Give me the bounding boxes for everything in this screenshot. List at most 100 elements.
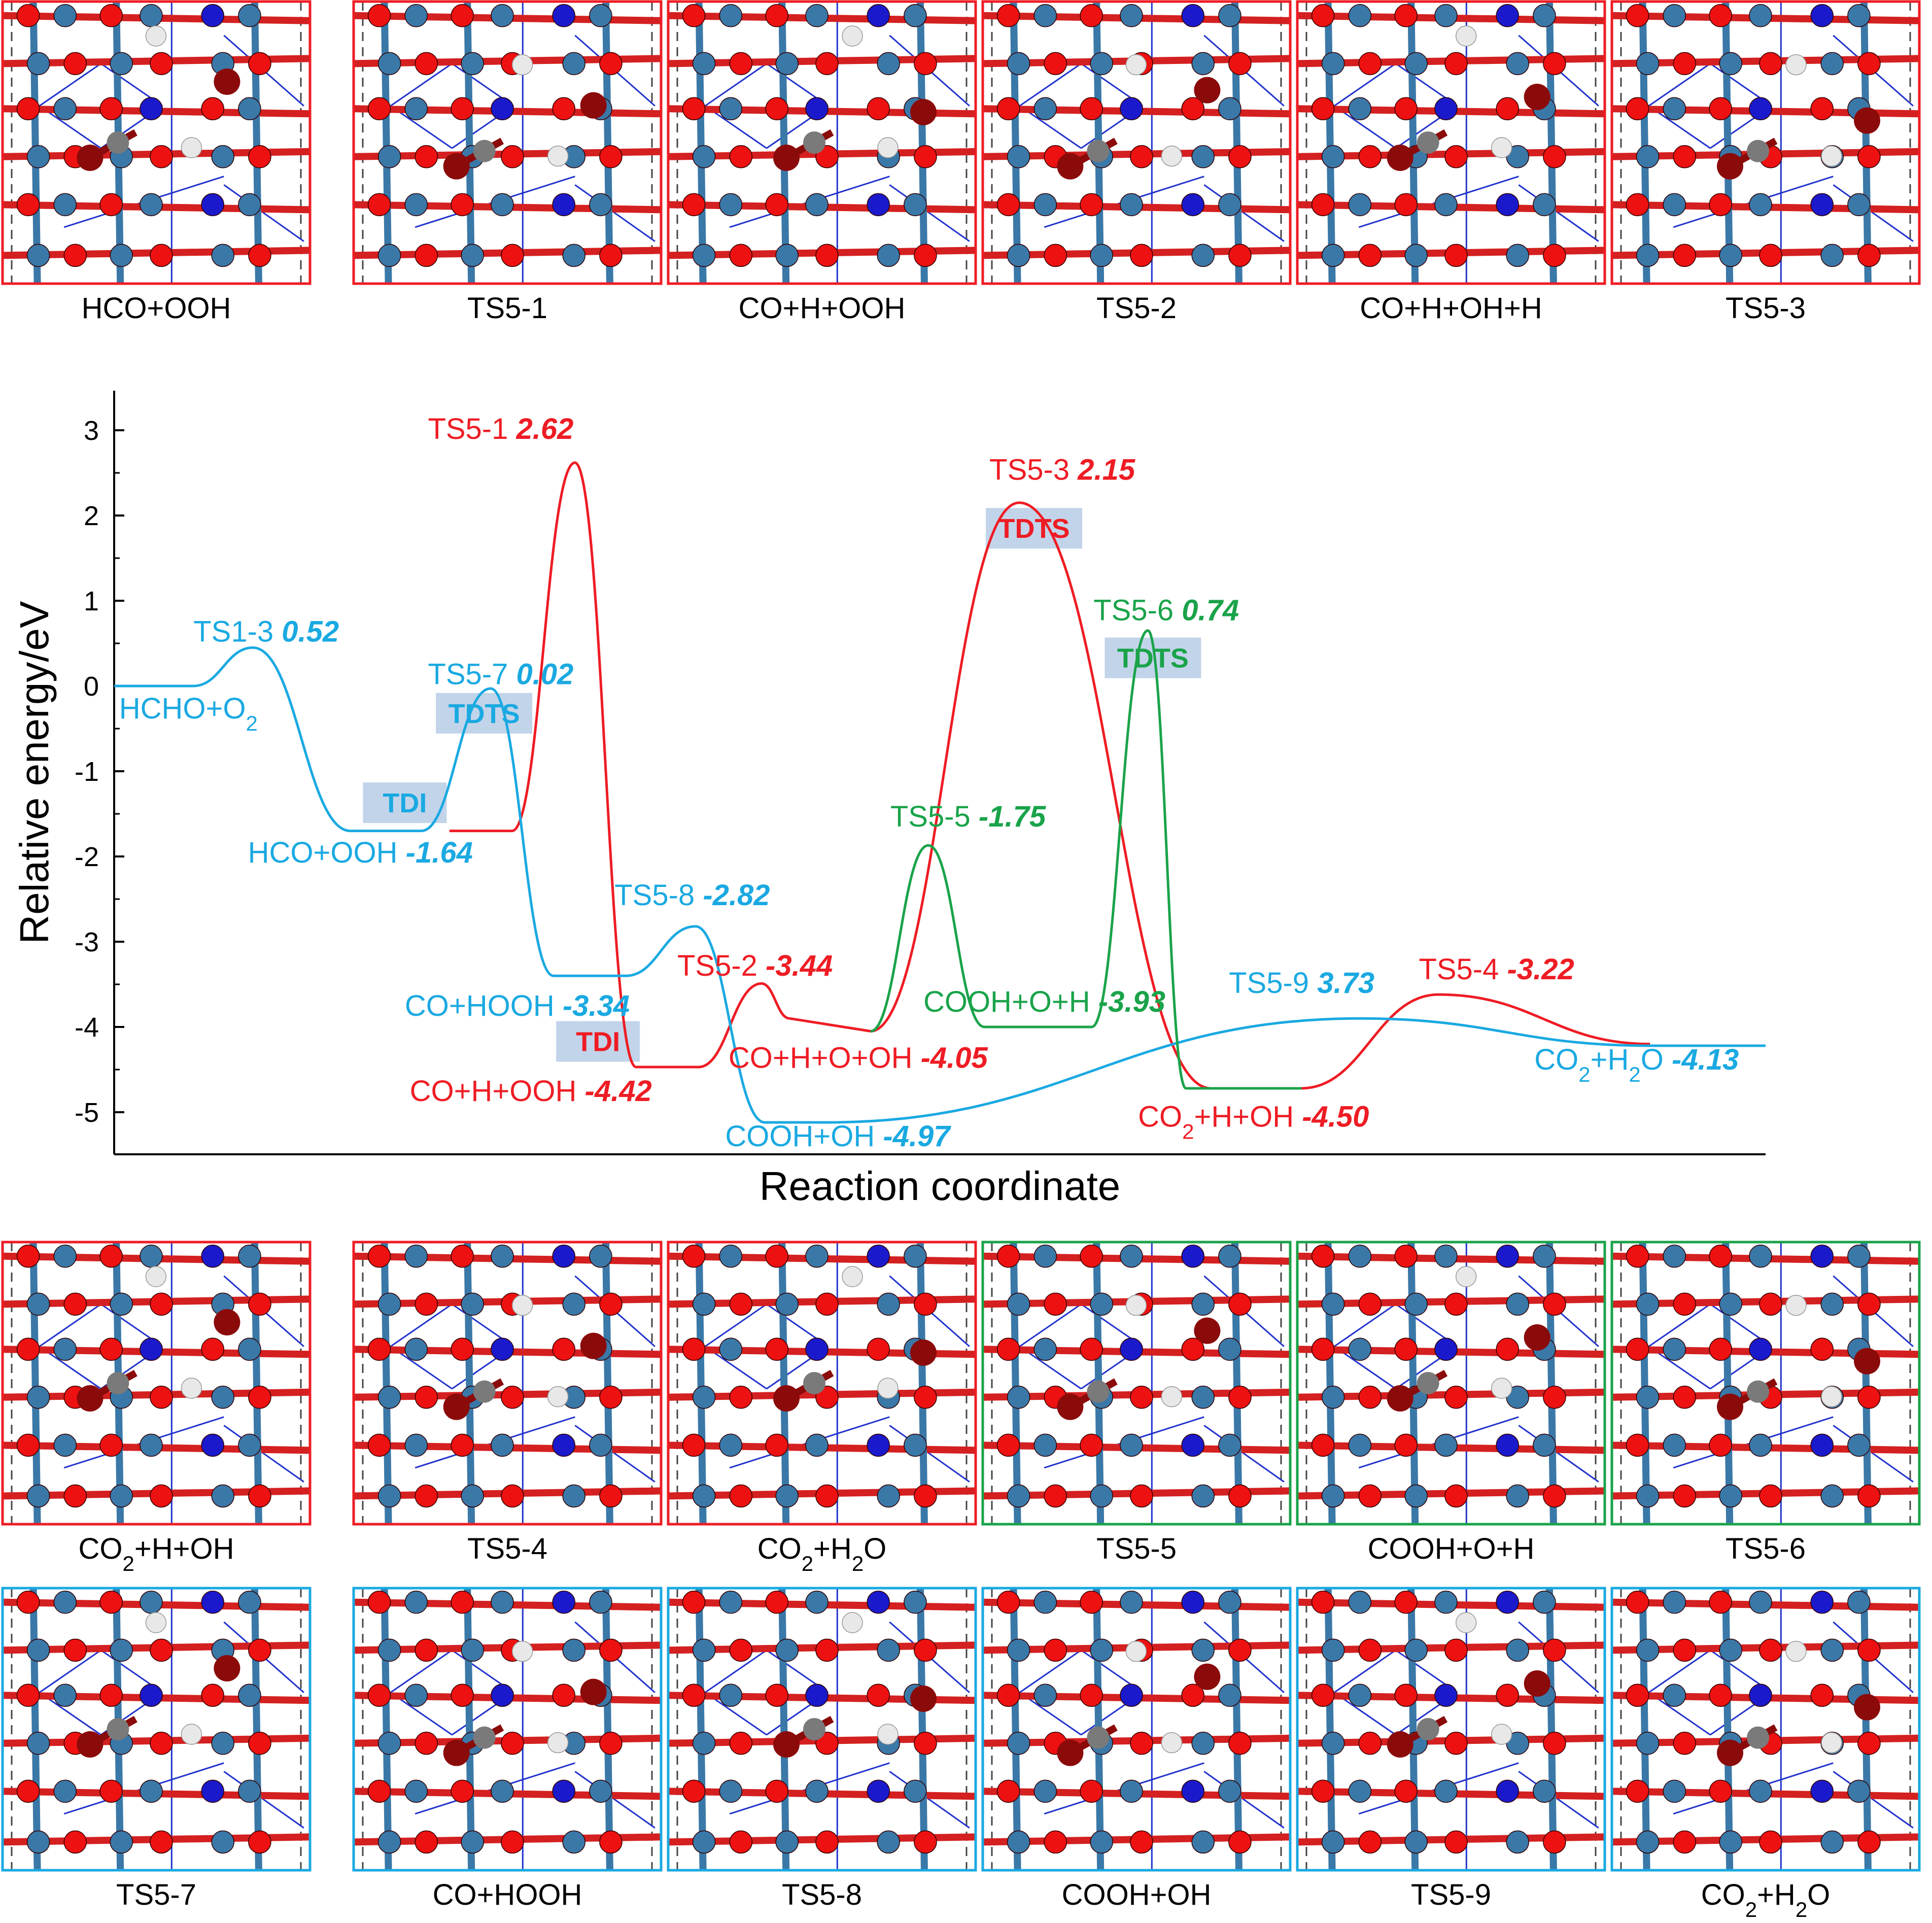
lattice: [354, 1588, 661, 1870]
bottom-panel-4: COOH+OH: [981, 1587, 1292, 1911]
td-box-label: TDTS: [998, 513, 1070, 544]
top-panel-1: HCO+OOH: [1, 0, 312, 325]
panel-label: CO+HOOH: [433, 1878, 582, 1911]
panel-label: TS5-4: [467, 1532, 547, 1565]
energy-label-12: TS5-3 2.15: [989, 453, 1135, 486]
panel-label: CO2+H2O: [1701, 1878, 1831, 1921]
panel-frame: [352, 1587, 663, 1872]
structure-panels-top: HCO+OOH TS5-1 CO+H+OOH TS5-2 CO+H+OH+H TS5-3: [1, 0, 1921, 325]
lattice: [1612, 1242, 1919, 1524]
top-panel-6: TS5-3: [1610, 0, 1921, 325]
td-box-4: TDTS: [986, 508, 1083, 549]
panel-frame: [981, 0, 1292, 285]
lattice: [1297, 2, 1605, 284]
energy-label-10: CO+H+O+OH -4.05: [729, 1042, 988, 1075]
energy-label-17: TS5-4 -3.22: [1419, 953, 1574, 986]
lattice: [983, 1588, 1290, 1870]
panel-frame: [667, 1241, 977, 1526]
panel-label: CO2+H2O: [757, 1532, 887, 1575]
y-tick-label: -3: [75, 927, 99, 957]
panel-frame: [1, 1587, 312, 1872]
lattice: [668, 2, 976, 284]
chart-axes: 3 2 1 0 -1 -2 -3 -4 -5 Reaction coordinate Relativ…: [12, 391, 1766, 1209]
panel-frame: [667, 0, 977, 285]
curve-green: [870, 629, 1302, 1090]
energy-label-8: CO+HOOH -3.34: [405, 989, 630, 1022]
energy-profile-chart: 3 2 1 0 -1 -2 -3 -4 -5 Reaction coordinate Relativ…: [12, 391, 1766, 1209]
energy-label-15: COOH+O+H -3.93: [923, 985, 1165, 1018]
energy-label-18: CO2+H+OH -4.50: [1138, 1101, 1369, 1144]
top-panel-5: CO+H+OH+H: [1296, 0, 1606, 325]
energy-label-9: CO+H+OOH -4.42: [410, 1075, 652, 1108]
energy-label-7: TS5-2 -3.44: [677, 949, 833, 982]
td-box-1: TDI: [363, 782, 447, 823]
y-tick-label: -2: [75, 842, 99, 872]
middle-panel-5: COOH+O+H: [1296, 1241, 1606, 1565]
energy-label-1: TS1-3 0.52: [193, 615, 339, 648]
lattice: [983, 2, 1290, 284]
curve-red: [449, 461, 1650, 1090]
lattice: [3, 2, 310, 284]
panel-label: TS5-2: [1096, 292, 1177, 325]
panel-frame: [1610, 1587, 1921, 1872]
panel-frame: [1610, 1241, 1921, 1526]
energy-label-3: TS5-7 0.02: [428, 658, 573, 691]
panel-frame: [1296, 1241, 1606, 1526]
td-box-label: TDI: [576, 1027, 620, 1057]
panel-label: HCO+OOH: [82, 292, 231, 325]
middle-panel-3: CO2+H2O: [667, 1241, 977, 1575]
panel-frame: [1, 0, 312, 285]
lattice: [668, 1588, 976, 1870]
middle-panel-6: TS5-6: [1610, 1241, 1921, 1565]
bottom-panel-5: TS5-9: [1296, 1587, 1606, 1911]
panel-label: TS5-1: [467, 292, 547, 325]
panel-frame: [981, 1241, 1292, 1526]
panel-frame: [667, 1587, 977, 1872]
energy-annotations: TS1-3 0.52 HCHO+O2 TS5-7 0.02 HCO+OOH -1.64…: [119, 413, 1739, 1153]
bottom-panel-6: CO2+H2O: [1610, 1587, 1921, 1921]
panel-label: TS5-8: [782, 1878, 862, 1911]
panel-label: TS5-6: [1726, 1532, 1806, 1565]
middle-panel-1: CO2+H+OH: [1, 1241, 312, 1575]
lattice: [354, 1242, 661, 1524]
bottom-panel-2: CO+HOOH: [352, 1587, 663, 1911]
lattice: [354, 2, 661, 284]
y-tick-label: 2: [84, 501, 99, 531]
panel-label: TS5-5: [1096, 1532, 1177, 1565]
lattice: [3, 1242, 310, 1524]
panel-label: CO2+H+OH: [79, 1532, 234, 1575]
y-tick-label: 0: [84, 671, 99, 702]
curve-blue: [114, 646, 1766, 1124]
td-box-label: TDTS: [448, 699, 520, 729]
energy-curves: [114, 461, 1766, 1124]
panel-label: CO+H+OH+H: [1360, 292, 1542, 325]
panel-frame: [1610, 0, 1921, 285]
lattice: [1297, 1588, 1605, 1870]
y-tick-label: 3: [84, 416, 99, 446]
structure-panels-middle: CO2+H+OH TS5-4 CO2+H2O TS5-5 COOH+O+H TS5-6: [1, 1241, 1921, 1575]
panel-frame: [981, 1587, 1292, 1872]
energy-label-2: HCHO+O2: [119, 692, 258, 735]
energy-label-11: COOH+OH -4.97: [725, 1120, 951, 1153]
lattice: [1297, 1242, 1605, 1524]
energy-label-5: TS5-1 2.62: [428, 413, 573, 445]
panel-frame: [1296, 0, 1606, 285]
top-panel-3: CO+H+OOH: [667, 0, 977, 325]
middle-panel-4: TS5-5: [981, 1241, 1292, 1565]
lattice: [3, 1588, 310, 1870]
energy-label-19: CO2+H2O -4.13: [1534, 1043, 1739, 1086]
panel-label: CO+H+OOH: [739, 292, 906, 325]
y-axis-label: Relative energy/eV: [12, 601, 57, 944]
bottom-panel-3: TS5-8: [667, 1587, 977, 1911]
td-box-label: TDI: [383, 788, 427, 818]
x-axis-label: Reaction coordinate: [760, 1163, 1121, 1209]
panel-label: COOH+OH: [1062, 1878, 1212, 1911]
energy-label-16: TS5-9 3.73: [1229, 967, 1374, 1000]
lattice: [1612, 1588, 1919, 1870]
y-tick-label: -4: [75, 1012, 99, 1043]
y-tick-label: -1: [75, 757, 99, 787]
panel-label: COOH+O+H: [1368, 1532, 1535, 1565]
top-panel-2: TS5-1: [352, 0, 663, 325]
panel-frame: [352, 0, 663, 285]
